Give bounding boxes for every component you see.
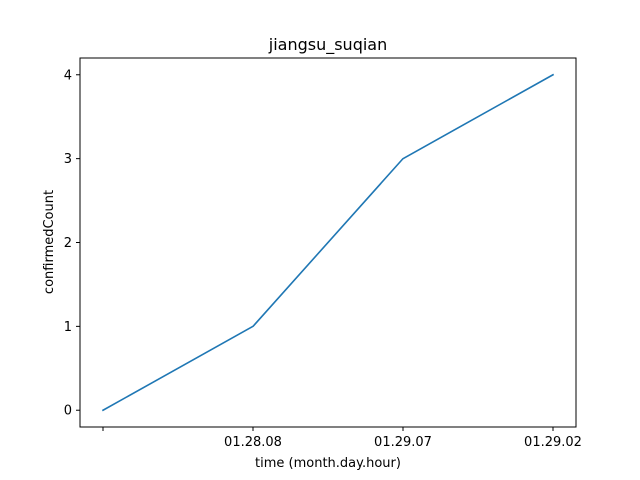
plot-area: 0 1 2 3 4 01.28.08 01.29.07 01.29.02 — [64, 68, 582, 450]
y-tick-label: 4 — [64, 68, 72, 83]
x-tick-label: 01.29.07 — [374, 435, 432, 450]
x-axis-label: time (month.day.hour) — [255, 456, 401, 471]
y-tick-label: 1 — [64, 320, 72, 335]
y-tick-label: 3 — [64, 152, 72, 167]
y-tick-label: 2 — [64, 236, 72, 251]
x-tick-label: 01.28.08 — [224, 435, 282, 450]
chart-title: jiangsu_suqian — [268, 35, 388, 55]
y-tick-label: 0 — [64, 404, 72, 419]
x-tick-label: 01.29.02 — [524, 435, 582, 450]
y-axis-label: confirmedCount — [42, 190, 57, 294]
axes-frame — [79, 57, 577, 428]
series-line — [101, 73, 555, 412]
